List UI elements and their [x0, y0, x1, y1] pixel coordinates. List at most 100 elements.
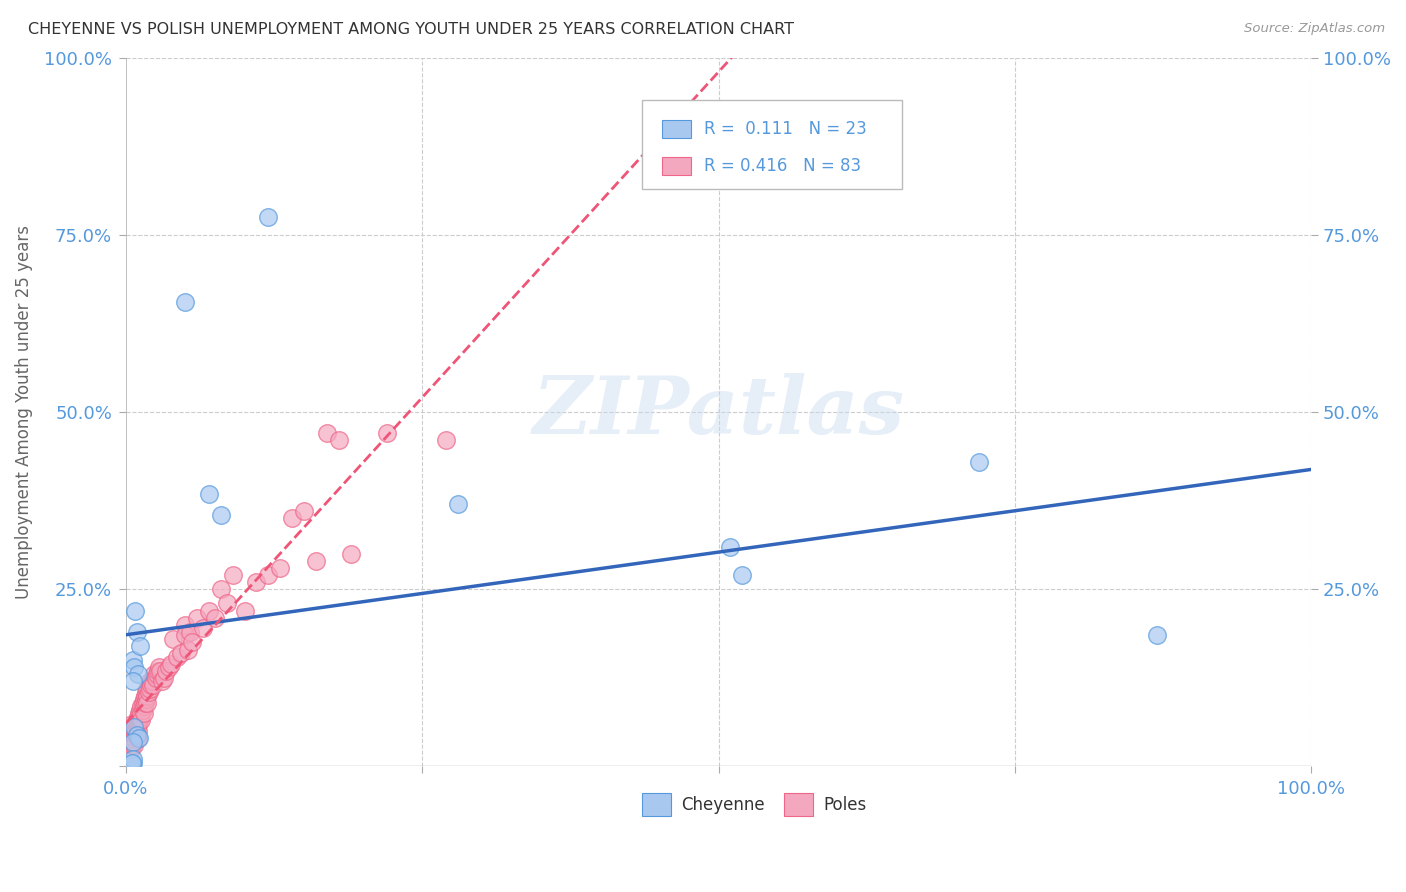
Point — [122, 721, 145, 735]
Text: Cheyenne: Cheyenne — [681, 796, 765, 814]
Point — [174, 617, 197, 632]
Point — [136, 696, 159, 710]
Point — [121, 738, 143, 752]
Point — [215, 597, 238, 611]
Point — [127, 667, 149, 681]
Point — [153, 671, 176, 685]
Point — [125, 714, 148, 728]
Point — [204, 610, 226, 624]
Point — [128, 714, 150, 728]
Point — [128, 731, 150, 745]
Point — [292, 504, 315, 518]
Point — [128, 706, 150, 721]
Point — [245, 575, 267, 590]
Point — [1146, 628, 1168, 642]
Point — [121, 731, 143, 745]
Point — [131, 706, 153, 721]
Point — [233, 603, 256, 617]
Point — [160, 657, 183, 671]
Point — [129, 703, 152, 717]
Point — [135, 685, 157, 699]
Point — [125, 728, 148, 742]
Point — [124, 731, 146, 745]
Point — [269, 561, 291, 575]
Text: R =  0.111   N = 23: R = 0.111 N = 23 — [704, 120, 868, 137]
Point — [124, 660, 146, 674]
Point — [176, 642, 198, 657]
Point — [969, 455, 991, 469]
Point — [124, 717, 146, 731]
Point — [132, 699, 155, 714]
Point — [148, 660, 170, 674]
Point — [257, 568, 280, 582]
Point — [209, 508, 232, 522]
Point — [138, 674, 160, 689]
Point — [138, 685, 160, 699]
Point — [131, 714, 153, 728]
Point — [198, 603, 221, 617]
Point — [434, 434, 457, 448]
Point — [127, 731, 149, 745]
Point — [120, 741, 142, 756]
Point — [129, 710, 152, 724]
Point — [186, 610, 208, 624]
Point — [131, 696, 153, 710]
Point — [141, 674, 163, 689]
Point — [122, 674, 145, 689]
Point — [146, 667, 169, 681]
Point — [150, 674, 173, 689]
Point — [131, 699, 153, 714]
Point — [146, 664, 169, 678]
Point — [149, 664, 172, 678]
Point — [304, 554, 326, 568]
Point — [124, 603, 146, 617]
Point — [120, 734, 142, 748]
Point — [209, 582, 232, 597]
Point — [125, 721, 148, 735]
FancyBboxPatch shape — [641, 100, 903, 189]
Point — [136, 681, 159, 696]
Point — [127, 724, 149, 739]
Bar — [783, 793, 814, 816]
Point — [155, 664, 177, 678]
Point — [316, 426, 339, 441]
Point — [125, 624, 148, 639]
Text: R = 0.416   N = 83: R = 0.416 N = 83 — [704, 157, 862, 175]
Point — [127, 717, 149, 731]
Point — [157, 660, 180, 674]
Point — [174, 295, 197, 310]
Text: ZIPatlas: ZIPatlas — [533, 374, 904, 450]
Point — [124, 724, 146, 739]
Point — [139, 678, 162, 692]
Bar — [662, 120, 692, 137]
Point — [174, 628, 197, 642]
Point — [328, 434, 350, 448]
Point — [162, 632, 184, 646]
Point — [142, 678, 165, 692]
Point — [132, 706, 155, 721]
Point — [447, 497, 470, 511]
Point — [132, 692, 155, 706]
Point — [143, 667, 166, 681]
Point — [131, 703, 153, 717]
Point — [134, 696, 156, 710]
Bar — [662, 157, 692, 175]
Point — [340, 547, 363, 561]
Point — [127, 710, 149, 724]
Point — [138, 678, 160, 692]
Bar — [641, 793, 671, 816]
Text: Poles: Poles — [823, 796, 866, 814]
Point — [122, 752, 145, 766]
Point — [257, 210, 280, 224]
Point — [118, 731, 141, 745]
Point — [138, 681, 160, 696]
Point — [169, 646, 191, 660]
Text: Source: ZipAtlas.com: Source: ZipAtlas.com — [1244, 22, 1385, 36]
Point — [124, 721, 146, 735]
Point — [136, 689, 159, 703]
Text: CHEYENNE VS POLISH UNEMPLOYMENT AMONG YOUTH UNDER 25 YEARS CORRELATION CHART: CHEYENNE VS POLISH UNEMPLOYMENT AMONG YO… — [28, 22, 794, 37]
Point — [124, 738, 146, 752]
Point — [731, 568, 754, 582]
Point — [122, 734, 145, 748]
Point — [281, 511, 304, 525]
